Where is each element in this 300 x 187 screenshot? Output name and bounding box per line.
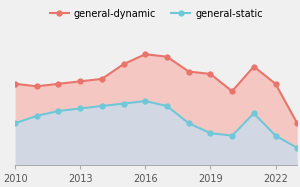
general-static — [252, 112, 256, 115]
general-static — [122, 102, 125, 105]
general-static — [13, 122, 17, 124]
general-static — [187, 122, 190, 124]
general-dynamic — [122, 63, 125, 65]
general-static — [165, 105, 169, 107]
general-dynamic — [230, 90, 234, 92]
general-static — [57, 110, 60, 112]
general-dynamic — [35, 85, 39, 87]
Legend: general-dynamic, general-static: general-dynamic, general-static — [46, 5, 267, 22]
general-dynamic — [252, 65, 256, 68]
general-dynamic — [13, 83, 17, 85]
general-static — [230, 134, 234, 137]
general-dynamic — [57, 83, 60, 85]
general-dynamic — [274, 83, 277, 85]
general-static — [296, 147, 299, 149]
general-dynamic — [143, 53, 147, 55]
general-dynamic — [208, 73, 212, 75]
general-dynamic — [78, 80, 82, 82]
Line: general-static: general-static — [13, 99, 300, 150]
general-static — [78, 107, 82, 110]
general-dynamic — [296, 122, 299, 124]
Line: general-dynamic: general-dynamic — [13, 52, 300, 126]
general-dynamic — [100, 78, 104, 80]
general-static — [274, 134, 277, 137]
general-static — [35, 115, 39, 117]
general-static — [208, 132, 212, 134]
general-static — [100, 105, 104, 107]
general-dynamic — [165, 56, 169, 58]
general-dynamic — [187, 70, 190, 73]
general-static — [143, 100, 147, 102]
